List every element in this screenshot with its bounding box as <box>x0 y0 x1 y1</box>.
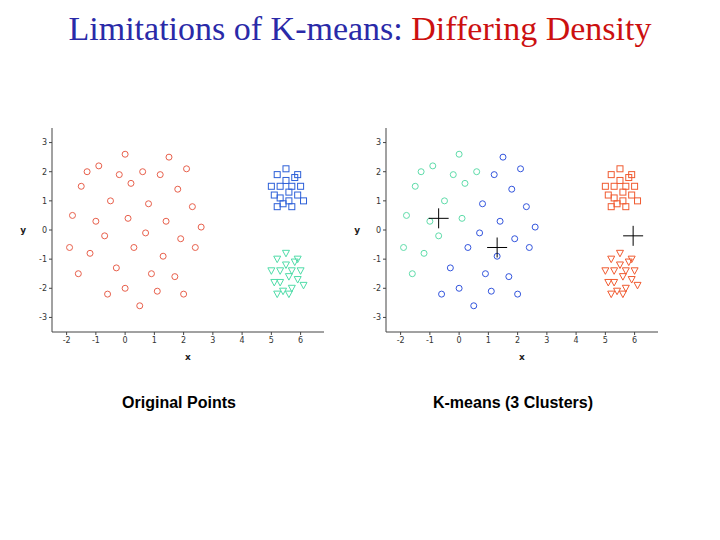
svg-text:x: x <box>519 352 525 362</box>
svg-text:0: 0 <box>457 336 462 345</box>
svg-text:5: 5 <box>603 336 608 345</box>
svg-text:-2: -2 <box>397 336 405 345</box>
svg-text:3: 3 <box>42 138 47 147</box>
svg-text:6: 6 <box>298 336 303 345</box>
svg-text:2: 2 <box>376 168 381 177</box>
svg-text:2: 2 <box>515 336 520 345</box>
svg-text:-1: -1 <box>426 336 434 345</box>
svg-text:y: y <box>20 225 26 235</box>
svg-text:1: 1 <box>152 336 157 345</box>
svg-text:0: 0 <box>42 226 47 235</box>
html-text:Original Points: Original Points <box>122 394 236 411</box>
svg-text:-1: -1 <box>39 255 47 264</box>
svg-text:2: 2 <box>181 336 186 345</box>
html-text:K-means (3 Clusters): K-means (3 Clusters) <box>433 394 593 411</box>
svg-text:x: x <box>185 352 191 362</box>
svg-text:5: 5 <box>269 336 274 345</box>
svg-text:-2: -2 <box>63 336 71 345</box>
svg-text:-2: -2 <box>373 284 381 293</box>
svg-text:-1: -1 <box>92 336 100 345</box>
svg-text:y: y <box>354 225 360 235</box>
svg-text:-3: -3 <box>39 313 47 322</box>
svg-text:0: 0 <box>123 336 128 345</box>
svg-text:1: 1 <box>486 336 491 345</box>
svg-text:0: 0 <box>376 226 381 235</box>
svg-text:6: 6 <box>632 336 637 345</box>
svg-text:3: 3 <box>376 138 381 147</box>
svg-text:1: 1 <box>376 197 381 206</box>
svg-text:3: 3 <box>210 336 215 345</box>
svg-text:1: 1 <box>42 197 47 206</box>
svg-text:3: 3 <box>544 336 549 345</box>
svg-text:4: 4 <box>240 336 245 345</box>
svg-text:2: 2 <box>42 168 47 177</box>
svg-text:-1: -1 <box>373 255 381 264</box>
html-text:Limitations of K-means: Differ: Limitations of K-means: Differing Densit… <box>68 10 652 47</box>
svg-text:-3: -3 <box>373 313 381 322</box>
svg-text:4: 4 <box>574 336 579 345</box>
svg-text:-2: -2 <box>39 284 47 293</box>
